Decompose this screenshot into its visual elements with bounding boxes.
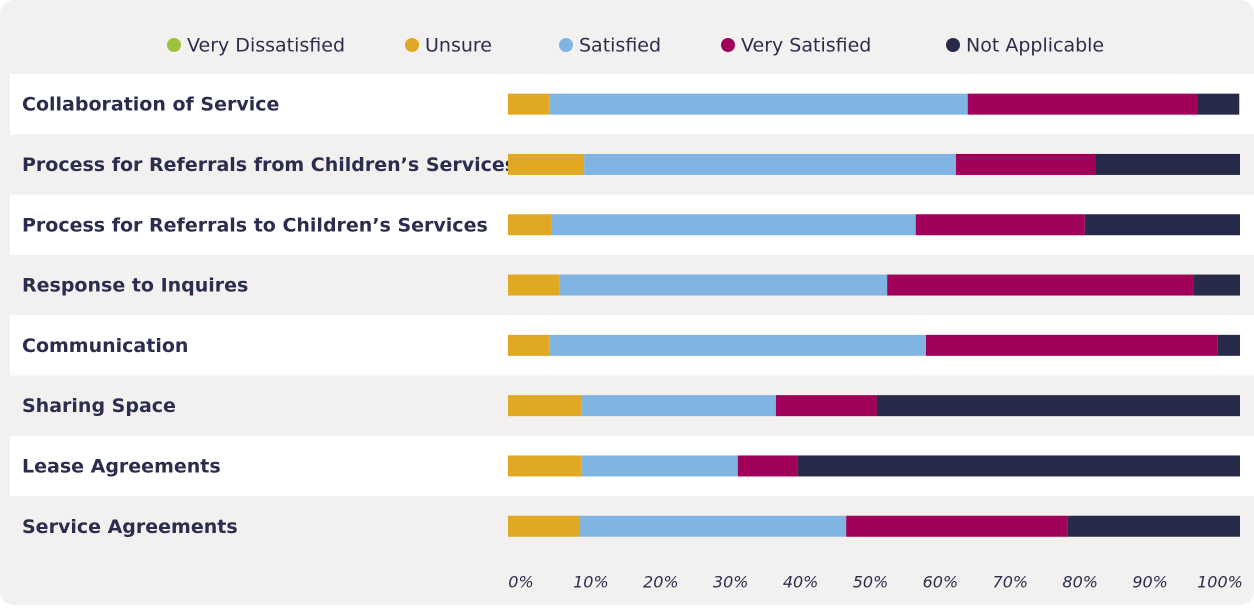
x-tick-label: 20% (643, 573, 679, 592)
legend-label: Very Dissatisfied (187, 35, 345, 57)
bar-segment (955, 153, 1096, 175)
bar-segment (1095, 153, 1240, 175)
bar-segment (1067, 515, 1240, 537)
legend-marker (946, 38, 960, 52)
bar-segment (581, 455, 738, 477)
legend-marker (167, 38, 181, 52)
legend-marker (405, 38, 419, 52)
bar-segment (584, 153, 956, 175)
x-tick-label: 30% (713, 573, 749, 592)
bar-segment (508, 455, 582, 477)
bar-segment (581, 395, 776, 417)
bar-segment (508, 93, 550, 115)
bar-segment (551, 214, 916, 236)
x-tick-label: 70% (993, 573, 1029, 592)
bar-segment (775, 395, 877, 417)
bar-segment (797, 455, 1240, 477)
legend-label: Very Satisfied (741, 35, 871, 57)
category-label: Response to Inquires (22, 275, 248, 297)
bar-segment (846, 515, 1068, 537)
bar-segment (549, 334, 926, 356)
x-tick-label: 40% (783, 573, 819, 592)
x-tick-label: 50% (853, 573, 889, 592)
bar-segment (508, 395, 582, 417)
category-label: Process for Referrals from Children’s Se… (22, 154, 516, 176)
legend-marker (559, 38, 573, 52)
bar-segment (579, 515, 847, 537)
bar-segment (967, 93, 1198, 115)
bar-segment (508, 515, 580, 537)
legend-label: Unsure (425, 35, 492, 57)
bar-segment (508, 153, 585, 175)
category-label: Sharing Space (22, 395, 176, 417)
bar-segment (915, 214, 1085, 236)
bar-segment (1217, 334, 1240, 356)
bar-segment (508, 274, 560, 296)
legend-label: Not Applicable (966, 35, 1104, 57)
x-tick-label: 0% (508, 573, 533, 592)
x-tick-label: 60% (923, 573, 959, 592)
legend-label: Satisfied (579, 35, 661, 57)
x-tick-label: 90% (1132, 573, 1168, 592)
category-label: Communication (22, 335, 188, 357)
category-label: Lease Agreements (22, 455, 221, 477)
bar-segment (549, 93, 968, 115)
category-label: Service Agreements (22, 516, 238, 538)
bar-segment (559, 274, 888, 296)
bar-segment (925, 334, 1218, 356)
bar-segment (1193, 274, 1240, 296)
bar-segment (887, 274, 1194, 296)
bar-segment (508, 214, 552, 236)
x-tick-label: 100% (1197, 573, 1243, 592)
x-tick-label: 80% (1062, 573, 1098, 592)
category-label: Process for Referrals to Children’s Serv… (22, 214, 488, 236)
category-label: Collaboration of Service (22, 94, 279, 116)
bar-segment (508, 334, 550, 356)
bar-segment (1197, 93, 1240, 115)
legend-marker (721, 38, 735, 52)
x-tick-label: 10% (573, 573, 609, 592)
bar-segment (737, 455, 798, 477)
bar-segment (1084, 214, 1240, 236)
bar-segment (876, 395, 1240, 417)
